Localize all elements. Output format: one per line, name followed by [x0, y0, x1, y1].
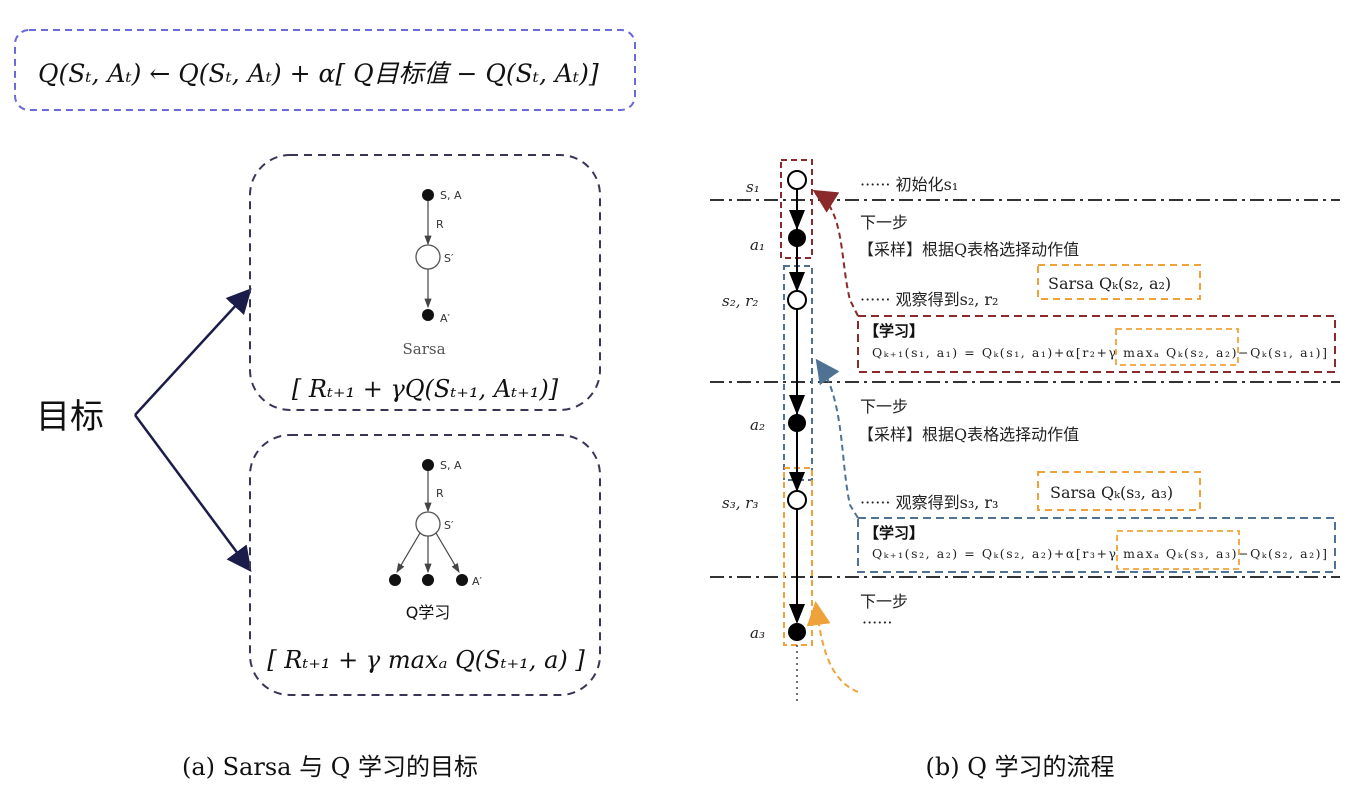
step3-next: 下一步 [860, 592, 908, 611]
sarsa-box [249, 154, 601, 411]
sarsa-target: [ Rₜ₊₁ + γQ(Sₜ₊₁, Aₜ₊₁)] [292, 375, 559, 403]
step1-formula: Qₖ₊₁(s₁, a₁) = Qₖ(s₁, a₁)+α[r₂+γ maxₐ Qₖ… [872, 345, 1327, 360]
sarsa-label-sa: S, A [440, 189, 462, 202]
step1-sample: 【采样】根据Q表格选择动作值 [858, 240, 1079, 259]
caption-b: (b) Q 学习的流程 [925, 753, 1114, 781]
arrow-to-qlearning [133, 414, 252, 573]
label-a3: a₃ [750, 624, 765, 642]
label-s2-r2: s₂, r₂ [722, 292, 758, 310]
q-label-s2: S′ [444, 519, 454, 532]
sarsa-node-sa [422, 189, 434, 201]
node-s3 [787, 490, 807, 510]
sarsa-node-s2 [415, 244, 441, 270]
step2-next: 下一步 [860, 397, 908, 416]
step2-sarsa: Sarsa Qₖ(s₃, a₃) [1050, 483, 1173, 502]
step3-ellipsis: ······ [862, 613, 893, 632]
red-feedback-arrow [812, 189, 859, 317]
step1-learn-box [857, 315, 1336, 373]
qlearning-target: [ Rₜ₊₁ + γ maxₐ Q(Sₜ₊₁, a) ] [267, 646, 585, 674]
sarsa-label-a2: A′ [440, 312, 451, 325]
orange-feedback-arrow [806, 601, 859, 693]
node-a1 [788, 229, 806, 247]
label-a2: a₂ [750, 416, 765, 434]
separators [710, 199, 1340, 578]
sarsa-node-a2 [422, 309, 434, 321]
step2-sarsa-box [1037, 471, 1201, 511]
node-s2 [787, 290, 807, 310]
sarsa-name: Sarsa [402, 340, 445, 358]
q-label-r: R [436, 487, 444, 500]
q-node-a2 [422, 574, 434, 586]
node-a2 [788, 414, 806, 432]
node-s1 [787, 170, 807, 190]
sarsa-label-s2: S′ [444, 252, 454, 265]
q-label-a2: A′ [472, 575, 483, 588]
step2-sample: 【采样】根据Q表格选择动作值 [858, 425, 1079, 444]
step2-observe: ······ 观察得到s₃, r₃ [860, 493, 998, 512]
update-rule-box [14, 29, 636, 111]
qlearning-box [249, 434, 601, 696]
label-s1: s₁ [746, 178, 760, 196]
step1-sarsa-box [1037, 264, 1201, 300]
q-edge-a3 [435, 532, 460, 574]
step1-learn: 【学习】 [864, 322, 924, 340]
sarsa-label-r: R [436, 218, 444, 231]
q-node-a3 [456, 574, 468, 586]
step2-max-box [1116, 530, 1240, 570]
caption-a: (a) Sarsa 与 Q 学习的目标 [182, 753, 478, 781]
update-rule: Q(Sₜ, Aₜ) ← Q(Sₜ, Aₜ) + α[ Q目标值 − Q(Sₜ, … [38, 59, 599, 88]
q-node-a1 [389, 574, 401, 586]
node-a3 [788, 623, 806, 641]
init-text: ······ 初始化s₁ [860, 175, 958, 194]
q-node-sa [422, 459, 434, 471]
arrow-to-sarsa [134, 288, 252, 416]
goal-label: 目标 [36, 397, 104, 437]
step2-learn: 【学习】 [864, 524, 924, 542]
step1-observe: ······ 观察得到s₂, r₂ [860, 290, 998, 309]
q-node-s2 [415, 511, 441, 537]
step1-max-box [1115, 328, 1239, 366]
q-edge-a1 [396, 532, 421, 574]
blue-feedback-arrow [815, 358, 859, 519]
step2-formula: Qₖ₊₁(s₂, a₂) = Qₖ(s₂, a₂)+α[r₃+γ maxₐ Qₖ… [872, 546, 1327, 561]
step1-sarsa: Sarsa Qₖ(s₂, a₂) [1048, 274, 1171, 293]
step2-learn-box [857, 517, 1336, 573]
label-a1: a₁ [750, 236, 765, 254]
step1-next: 下一步 [860, 213, 908, 232]
q-label-sa: S, A [440, 459, 462, 472]
qlearning-name: Q学习 [406, 603, 451, 622]
label-s3-r3: s₃, r₃ [722, 494, 758, 512]
